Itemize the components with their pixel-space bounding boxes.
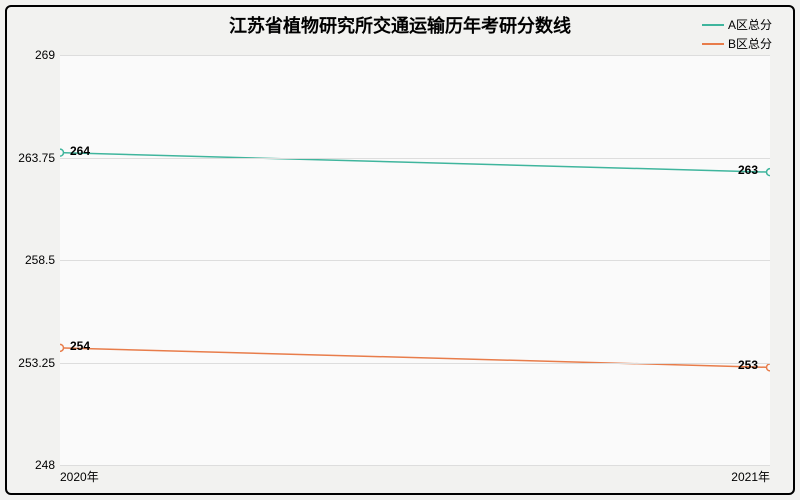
y-tick-label: 269 bbox=[35, 48, 55, 62]
plot-area bbox=[60, 55, 770, 465]
gridline bbox=[60, 260, 770, 261]
gridline bbox=[60, 55, 770, 56]
y-tick-label: 253.25 bbox=[18, 356, 55, 370]
point-label: 263 bbox=[738, 163, 758, 177]
legend-item-a: A区总分 bbox=[702, 16, 772, 33]
point-label: 254 bbox=[70, 339, 90, 353]
gridline bbox=[60, 363, 770, 364]
gridline bbox=[60, 465, 770, 466]
y-tick-label: 258.5 bbox=[25, 253, 55, 267]
point-label: 264 bbox=[70, 144, 90, 158]
y-tick-label: 263.75 bbox=[18, 151, 55, 165]
legend-label-b: B区总分 bbox=[728, 35, 772, 52]
legend-item-b: B区总分 bbox=[702, 35, 772, 52]
y-tick-label: 248 bbox=[35, 458, 55, 472]
x-tick-label: 2021年 bbox=[731, 468, 770, 485]
gridline bbox=[60, 158, 770, 159]
legend-swatch-a bbox=[702, 24, 724, 26]
x-tick-label: 2020年 bbox=[60, 468, 99, 485]
legend-label-a: A区总分 bbox=[728, 16, 772, 33]
chart-container: 江苏省植物研究所交通运输历年考研分数线 A区总分 B区总分 248 253.25 2… bbox=[0, 0, 800, 500]
chart-title: 江苏省植物研究所交通运输历年考研分数线 bbox=[0, 12, 800, 38]
point-label: 253 bbox=[738, 358, 758, 372]
legend-swatch-b bbox=[702, 43, 724, 45]
legend: A区总分 B区总分 bbox=[702, 16, 772, 54]
